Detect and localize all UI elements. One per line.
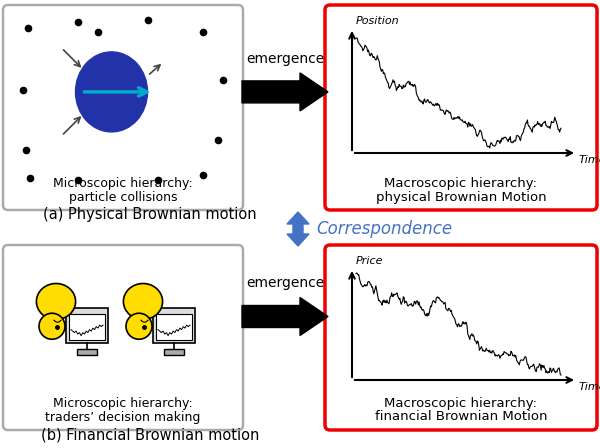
Ellipse shape (124, 284, 163, 319)
FancyBboxPatch shape (325, 5, 597, 210)
Text: Time: Time (579, 382, 600, 392)
Text: Correspondence: Correspondence (316, 220, 452, 238)
FancyBboxPatch shape (3, 5, 243, 210)
Ellipse shape (37, 284, 76, 319)
Circle shape (126, 313, 152, 339)
Bar (69, 314, 105, 340)
FancyArrow shape (242, 73, 328, 111)
Text: physical Brownian Motion: physical Brownian Motion (376, 190, 547, 203)
FancyArrow shape (242, 297, 328, 336)
FancyArrow shape (287, 229, 309, 246)
Text: (b) Financial Brownian motion: (b) Financial Brownian motion (41, 427, 259, 443)
Circle shape (39, 313, 65, 339)
Bar (66, 308, 108, 343)
Text: Macroscopic hierarchy:: Macroscopic hierarchy: (385, 177, 538, 190)
Bar (164, 349, 184, 355)
Text: emergence: emergence (246, 276, 324, 290)
Text: Position: Position (356, 16, 400, 26)
Text: particle collisions: particle collisions (69, 190, 177, 203)
Text: Microscopic hierarchy:: Microscopic hierarchy: (53, 177, 193, 190)
Text: Price: Price (356, 256, 383, 266)
Bar (153, 308, 195, 343)
Text: Time: Time (579, 155, 600, 165)
FancyBboxPatch shape (325, 245, 597, 430)
Ellipse shape (76, 52, 148, 132)
Text: Microscopic hierarchy:: Microscopic hierarchy: (53, 396, 193, 409)
Text: emergence: emergence (246, 52, 324, 66)
Text: (a) Physical Brownian motion: (a) Physical Brownian motion (43, 207, 257, 223)
Text: traders’ decision making: traders’ decision making (46, 410, 200, 423)
Bar (77, 349, 97, 355)
Bar (156, 314, 192, 340)
Text: financial Brownian Motion: financial Brownian Motion (375, 410, 547, 423)
FancyBboxPatch shape (3, 245, 243, 430)
FancyArrow shape (287, 212, 309, 229)
Text: Macroscopic hierarchy:: Macroscopic hierarchy: (385, 396, 538, 409)
